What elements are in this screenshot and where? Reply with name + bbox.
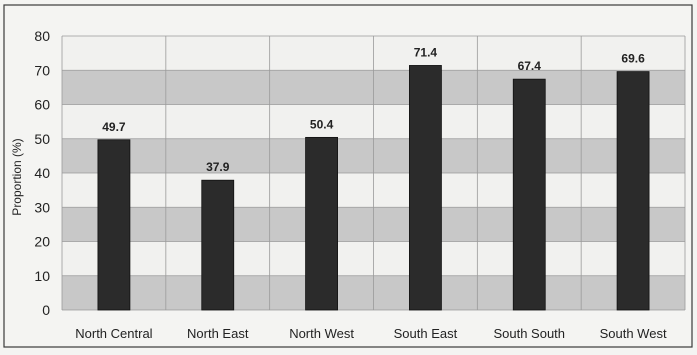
bar — [512, 78, 546, 311]
bar-value-label: 37.9 — [206, 160, 230, 174]
x-tick-label: North West — [289, 326, 354, 341]
y-axis-label: Proportion (%) — [10, 138, 24, 215]
bar-value-label: 69.6 — [621, 52, 645, 66]
bar — [97, 139, 131, 311]
bar-value-label: 71.4 — [414, 45, 438, 59]
bar — [409, 65, 442, 311]
bar-value-labels: 49.7 37.9 50.4 71.4 67.4 69.6 — [102, 45, 645, 174]
y-tick-label: 10 — [34, 268, 50, 284]
y-tick-label: 50 — [34, 131, 50, 147]
y-tick-label: 60 — [34, 97, 50, 113]
y-tick-label: 80 — [34, 28, 50, 44]
x-tick-label: North Central — [75, 326, 152, 341]
bar — [305, 136, 338, 311]
bar-value-label: 67.4 — [518, 59, 542, 73]
bars — [97, 65, 650, 311]
y-tick-label: 0 — [42, 302, 50, 318]
y-tick-label: 70 — [34, 62, 50, 78]
chart-frame — [3, 4, 693, 348]
x-axis-tick-labels: North Central North East North West South E… — [75, 326, 667, 341]
x-tick-label: South West — [600, 326, 667, 341]
bar — [616, 71, 650, 311]
y-axis-tick-labels: 0 10 20 30 40 50 60 70 80 — [34, 28, 50, 318]
x-tick-label: South South — [493, 326, 565, 341]
grid-lines — [61, 35, 686, 311]
bar-value-label: 49.7 — [102, 120, 126, 134]
bar-value-label: 50.4 — [310, 117, 334, 131]
y-tick-label: 30 — [34, 199, 50, 215]
x-tick-label: South East — [394, 326, 458, 341]
y-tick-label: 20 — [34, 234, 50, 250]
bar — [201, 179, 235, 311]
y-tick-label: 40 — [34, 165, 50, 181]
x-tick-label: North East — [187, 326, 249, 341]
